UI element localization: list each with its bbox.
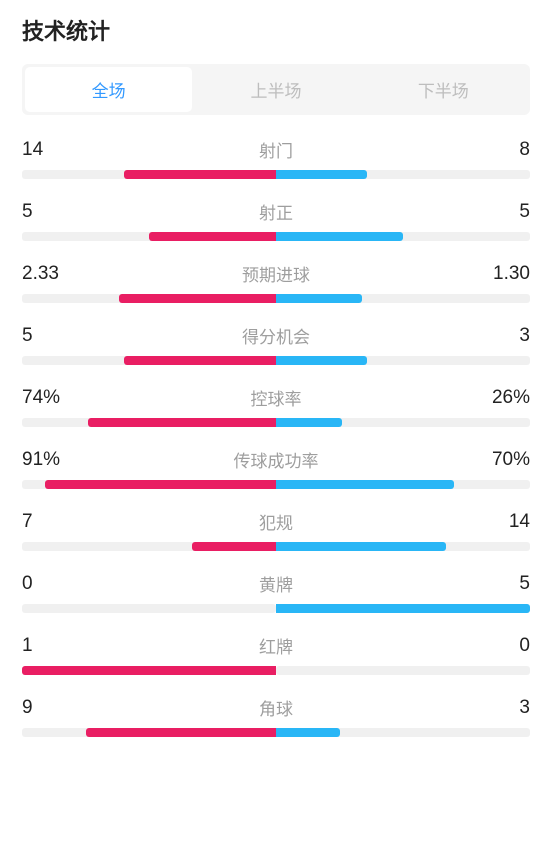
stats-list: 14射门85射正52.33预期进球1.305得分机会374%控球率26%91%传… xyxy=(22,137,530,737)
stat-label: 传球成功率 xyxy=(72,447,480,472)
stat-left-bar-fill xyxy=(192,542,276,551)
stat-left-bar-fill xyxy=(119,294,276,303)
stat-label: 射正 xyxy=(72,199,480,224)
stat-row: 9角球3 xyxy=(22,695,530,737)
stat-row: 5得分机会3 xyxy=(22,323,530,365)
stat-row: 1红牌0 xyxy=(22,633,530,675)
tab-1[interactable]: 上半场 xyxy=(192,67,359,112)
stat-right-bar-fill xyxy=(276,232,403,241)
stat-bar xyxy=(22,542,530,551)
stat-left-value: 74% xyxy=(22,387,72,409)
stat-right-bar-fill xyxy=(276,170,367,179)
stat-left-value: 14 xyxy=(22,139,72,161)
stat-right-value: 70% xyxy=(480,449,530,471)
stat-right-bar-fill xyxy=(276,728,340,737)
stat-right-value: 26% xyxy=(480,387,530,409)
stat-label: 预期进球 xyxy=(72,261,480,286)
stat-row: 91%传球成功率70% xyxy=(22,447,530,489)
stat-left-bar-fill xyxy=(124,170,276,179)
stat-right-bar-fill xyxy=(276,418,342,427)
stat-left-bar-fill xyxy=(86,728,277,737)
stat-bar xyxy=(22,170,530,179)
stat-row: 0黄牌5 xyxy=(22,571,530,613)
stat-left-value: 91% xyxy=(22,449,72,471)
stat-left-value: 5 xyxy=(22,201,72,223)
stat-left-bar-fill xyxy=(149,232,276,241)
stat-right-value: 0 xyxy=(480,635,530,657)
stat-row: 5射正5 xyxy=(22,199,530,241)
stat-label: 黄牌 xyxy=(72,571,480,596)
stat-header: 14射门8 xyxy=(22,137,530,162)
stat-right-bar-fill xyxy=(276,356,367,365)
stat-left-value: 1 xyxy=(22,635,72,657)
stat-header: 2.33预期进球1.30 xyxy=(22,261,530,286)
stat-row: 7犯规14 xyxy=(22,509,530,551)
stat-header: 7犯规14 xyxy=(22,509,530,534)
stat-right-value: 1.30 xyxy=(480,263,530,285)
stat-header: 74%控球率26% xyxy=(22,385,530,410)
stat-label: 角球 xyxy=(72,695,480,720)
stat-left-value: 9 xyxy=(22,697,72,719)
stat-label: 犯规 xyxy=(72,509,480,534)
tab-0[interactable]: 全场 xyxy=(25,67,192,112)
stat-bar xyxy=(22,294,530,303)
stat-label: 控球率 xyxy=(72,385,480,410)
stat-bar xyxy=(22,604,530,613)
stat-header: 91%传球成功率70% xyxy=(22,447,530,472)
stat-header: 5射正5 xyxy=(22,199,530,224)
stat-left-bar-fill xyxy=(124,356,276,365)
stat-label: 射门 xyxy=(72,137,480,162)
stat-right-value: 3 xyxy=(480,697,530,719)
tab-2[interactable]: 下半场 xyxy=(360,67,527,112)
stat-left-bar-fill xyxy=(88,418,276,427)
stat-left-bar-fill xyxy=(22,666,276,675)
stat-right-value: 5 xyxy=(480,201,530,223)
stat-label: 得分机会 xyxy=(72,323,480,348)
stat-left-value: 2.33 xyxy=(22,263,72,285)
stat-bar xyxy=(22,666,530,675)
stat-label: 红牌 xyxy=(72,633,480,658)
stat-right-value: 14 xyxy=(480,511,530,533)
stat-right-value: 8 xyxy=(480,139,530,161)
stat-row: 74%控球率26% xyxy=(22,385,530,427)
stat-bar xyxy=(22,356,530,365)
stat-header: 5得分机会3 xyxy=(22,323,530,348)
stat-right-value: 5 xyxy=(480,573,530,595)
stat-header: 0黄牌5 xyxy=(22,571,530,596)
stat-row: 2.33预期进球1.30 xyxy=(22,261,530,303)
stat-bar xyxy=(22,418,530,427)
stat-row: 14射门8 xyxy=(22,137,530,179)
stat-right-bar-fill xyxy=(276,542,446,551)
stat-header: 1红牌0 xyxy=(22,633,530,658)
stat-left-bar-fill xyxy=(45,480,276,489)
stat-right-bar-fill xyxy=(276,294,362,303)
stat-right-value: 3 xyxy=(480,325,530,347)
stat-right-bar-fill xyxy=(276,604,530,613)
stats-panel: 技术统计 全场上半场下半场 14射门85射正52.33预期进球1.305得分机会… xyxy=(0,0,552,737)
period-tabs: 全场上半场下半场 xyxy=(22,64,530,115)
stat-bar xyxy=(22,480,530,489)
stat-left-value: 7 xyxy=(22,511,72,533)
stat-right-bar-fill xyxy=(276,480,454,489)
page-title: 技术统计 xyxy=(22,14,530,46)
stat-left-value: 5 xyxy=(22,325,72,347)
stat-left-value: 0 xyxy=(22,573,72,595)
stat-bar xyxy=(22,728,530,737)
stat-bar xyxy=(22,232,530,241)
stat-header: 9角球3 xyxy=(22,695,530,720)
